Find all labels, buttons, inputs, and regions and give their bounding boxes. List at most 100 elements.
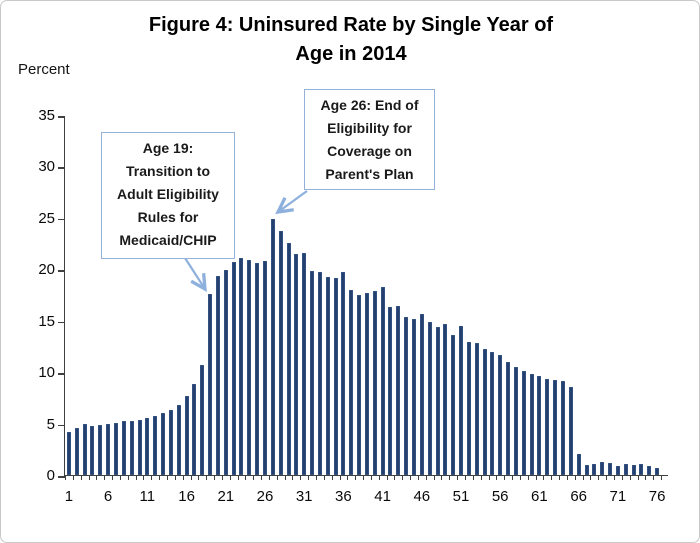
bar-age-10 [137,419,142,475]
bar-age-26 [263,261,267,475]
x-axis-tick [347,475,349,480]
x-axis-tick [112,475,114,480]
y-tick-label-0: 0 [46,467,55,484]
x-axis-tick [300,475,302,480]
annotation-text: Rules for [137,209,199,225]
y-axis-tick [58,116,65,118]
bar-age-47 [427,321,432,475]
bar-age-59 [521,371,526,475]
bar-age-29 [286,242,291,475]
x-axis-tick [496,475,498,480]
x-tick-label-61: 61 [531,488,548,505]
x-axis-tick [221,475,223,480]
x-axis-tick [472,475,474,480]
y-tick-label-5: 5 [46,415,55,433]
x-axis-tick [292,475,294,480]
bar-age-14 [168,410,173,475]
x-axis-tick [590,475,592,480]
x-axis-tick [119,475,121,480]
bar-age-4 [90,425,95,475]
x-axis-tick [284,475,286,480]
bar-age-62 [545,379,550,475]
x-tick-label-41: 41 [374,488,391,505]
x-axis-tick [464,475,466,480]
x-axis-tick [276,475,278,480]
bar-age-48 [435,326,440,475]
bar-age-73 [631,464,636,475]
bar-age-15 [176,405,181,475]
bar-age-45 [412,318,416,475]
bar-age-72 [623,463,628,475]
x-axis-tick [159,475,161,480]
x-axis-tick [598,475,600,480]
bar-age-3 [82,423,87,475]
x-tick-label-31: 31 [295,488,313,505]
annotation-box-age19: Age 19: Transition to Adult Eligibility … [101,132,235,259]
x-axis-tick [512,475,513,480]
bar-age-43 [396,306,401,475]
x-axis-tick [331,475,333,480]
x-tick-label-36: 36 [335,488,352,505]
bar-age-25 [255,263,260,475]
x-tick-label-51: 51 [452,488,470,505]
bar-age-23 [239,258,244,475]
x-tick-label-6: 6 [103,488,113,505]
x-axis-tick [425,475,427,480]
bar-age-41 [380,286,385,475]
y-axis-tick [58,218,65,221]
bar-age-21 [223,270,228,475]
bar-age-18 [200,364,205,475]
plot-area: 1 6 11 16 21 26 31 36 41 46 51 56 61 66 71 76 0 5 10 15 20 25… [38,107,668,505]
bar-age-27 [270,218,275,475]
bar-age-58 [513,367,518,475]
x-axis-tick [394,475,396,480]
bar-age-68 [592,463,597,475]
x-axis-tick [229,475,231,480]
bar-age-37 [349,289,354,475]
y-tick-label-10: 10 [38,364,55,382]
x-axis-tick [127,475,129,480]
x-axis-tick [72,475,74,480]
x-axis-tick [449,475,451,480]
bar-age-56 [498,354,503,475]
bar-age-42 [388,307,393,475]
x-axis-tick [214,475,215,480]
bar-age-7 [114,422,118,475]
x-axis-tick [355,475,357,480]
x-tick-label-1: 1 [64,488,74,505]
x-axis-tick [574,475,576,480]
x-axis-tick [441,475,443,480]
x-tick-label-21: 21 [217,488,235,505]
bar-age-49 [443,323,448,475]
x-axis-tick [543,475,545,480]
bar-age-44 [404,316,409,475]
x-axis-tick [245,475,247,480]
x-axis-tick [339,475,341,480]
x-axis-tick [566,475,568,480]
bar-age-51 [459,325,463,475]
annotation-text: Coverage on [327,143,412,159]
x-axis-tick [653,475,655,480]
x-axis-tick [559,475,561,480]
bar-age-1 [66,431,71,475]
y-axis-tick [58,476,65,478]
x-axis-tick [504,475,506,480]
bar-age-12 [153,416,158,475]
x-axis-tick [402,475,404,480]
x-axis-tick [206,475,208,480]
y-tick-label-35: 35 [38,107,55,124]
x-axis-tick [96,475,98,480]
y-axis-tick [58,424,65,427]
annotation-box-age26: Age 26: End of Eligibility for Coverage … [304,89,435,190]
x-axis-tick [143,475,145,480]
x-axis-tick [190,475,192,480]
x-axis-tick [457,475,459,480]
x-axis-tick [378,475,380,480]
y-tick-label-15: 15 [38,312,55,330]
annotation-text: Transition to [126,163,210,179]
annotation-text: Medicaid/CHIP [119,232,217,248]
x-axis-tick [386,475,388,480]
bar-age-63 [553,380,558,475]
bar-age-20 [215,275,220,475]
